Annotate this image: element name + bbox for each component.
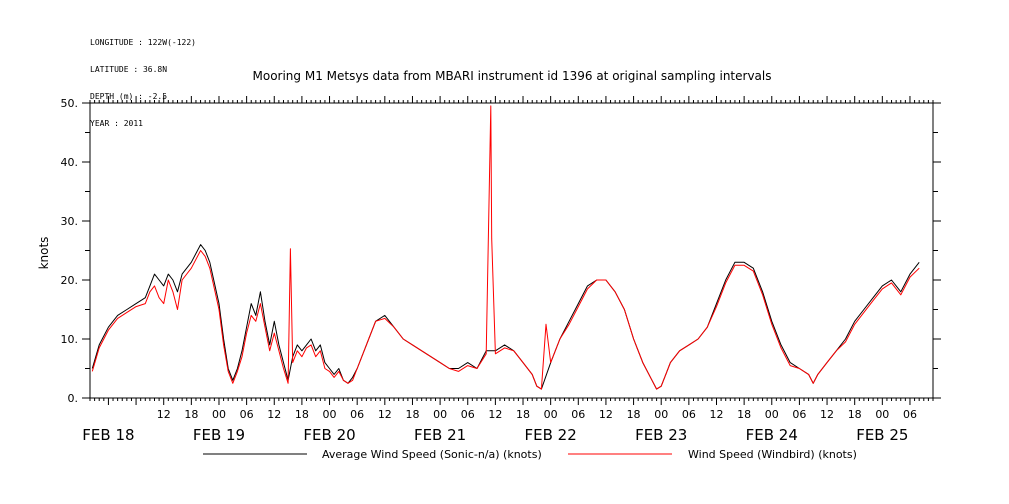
legend-label-avg: Average Wind Speed (Sonic-n/a) (knots): [322, 448, 542, 461]
x-tick-label: 18: [184, 408, 198, 421]
x-tick-label: 00: [875, 408, 889, 421]
x-tick-label: 06: [350, 408, 364, 421]
x-tick-label: 12: [378, 408, 392, 421]
x-tick-label: 06: [571, 408, 585, 421]
meta-depth: DEPTH (m) : -2.5: [90, 92, 168, 101]
x-date-label: FEB 20: [303, 426, 355, 444]
x-tick-label: 18: [516, 408, 530, 421]
x-tick-label: 18: [627, 408, 641, 421]
x-tick-label: 12: [157, 408, 171, 421]
x-tick-label: 18: [737, 408, 751, 421]
x-tick-label: 06: [903, 408, 917, 421]
x-tick-label: 06: [792, 408, 806, 421]
x-tick-label: 12: [267, 408, 281, 421]
x-tick-label: 06: [240, 408, 254, 421]
x-date-label: FEB 19: [193, 426, 245, 444]
x-tick-label: 00: [654, 408, 668, 421]
x-date-label: FEB 24: [746, 426, 798, 444]
y-axis-label: knots: [37, 237, 51, 270]
plot-frame: [89, 102, 934, 399]
x-tick-label: 12: [709, 408, 723, 421]
x-tick-label: 12: [599, 408, 613, 421]
meta-longitude: LONGITUDE : 122W(-122): [90, 38, 196, 47]
x-tick-label: 18: [848, 408, 862, 421]
legend: Average Wind Speed (Sonic-n/a) (knots) W…: [203, 448, 857, 461]
series-layer: [91, 105, 920, 390]
y-tick-label: 0.: [68, 392, 79, 405]
x-tick-label: 18: [405, 408, 419, 421]
x-tick-label: 00: [765, 408, 779, 421]
x-tick-label: 00: [323, 408, 337, 421]
meta-year: YEAR : 2011: [90, 119, 143, 128]
x-date-label: FEB 25: [856, 426, 908, 444]
y-tick-label: 30.: [61, 215, 79, 228]
x-date-label: FEB 23: [635, 426, 687, 444]
x-tick-label: 00: [544, 408, 558, 421]
x-tick-label: 06: [682, 408, 696, 421]
x-tick-label: 06: [461, 408, 475, 421]
axis-ticks: 0. 10. 20. 30. 40. 50. 12 18 00 06 12 18 00 06 12 18 00 0…: [61, 96, 941, 444]
legend-label-windbird: Wind Speed (Windbird) (knots): [688, 448, 857, 461]
x-tick-label: 00: [433, 408, 447, 421]
y-tick-label: 10.: [61, 333, 79, 346]
meta-latitude: LATITUDE : 36.8N: [90, 65, 168, 74]
metadata-block: LONGITUDE : 122W(-122) LATITUDE : 36.8N …: [90, 20, 196, 137]
x-date-label: FEB 18: [82, 426, 134, 444]
x-date-label: FEB 22: [525, 426, 577, 444]
x-tick-label: 12: [488, 408, 502, 421]
x-date-label: FEB 21: [414, 426, 466, 444]
y-tick-label: 40.: [61, 156, 79, 169]
series-line-windbird-wind-speed: [91, 105, 920, 390]
y-tick-label: 20.: [61, 274, 79, 287]
chart-title: Mooring M1 Metsys data from MBARI instru…: [253, 69, 772, 83]
x-tick-label: 18: [295, 408, 309, 421]
y-tick-label: 50.: [61, 97, 79, 110]
x-tick-label: 00: [212, 408, 226, 421]
x-tick-label: 12: [820, 408, 834, 421]
